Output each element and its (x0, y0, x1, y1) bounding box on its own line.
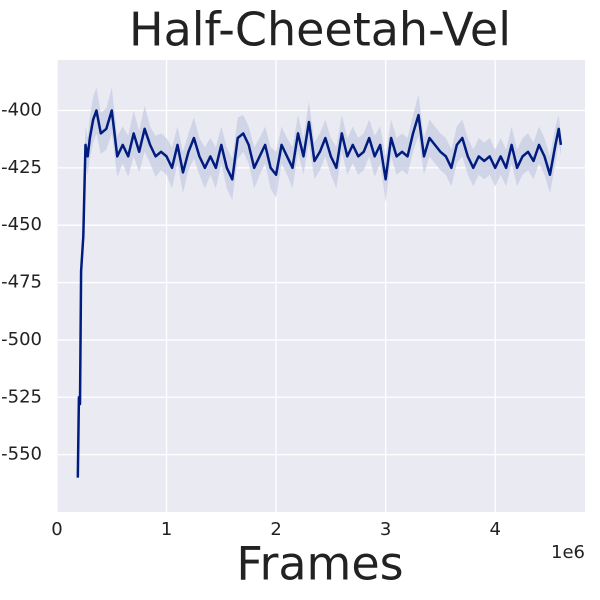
x-tick-label: 0 (51, 519, 62, 540)
x-axis-label: Frames (236, 537, 403, 591)
y-tick-label: -400 (1, 99, 42, 120)
x-tick-label: 4 (489, 519, 500, 540)
x-offset-label: 1e6 (551, 542, 585, 563)
y-tick-label: -450 (1, 214, 42, 235)
y-tick-label: -500 (1, 329, 42, 350)
y-tick-label: -475 (1, 272, 42, 293)
y-tick-label: -425 (1, 157, 42, 178)
line (76, 109, 563, 478)
confidence-band (77, 87, 561, 483)
x-tick-label: 3 (380, 519, 391, 540)
y-tick-label: -525 (1, 386, 42, 407)
x-tick-label: 2 (270, 519, 281, 540)
y-tick-label: -550 (1, 444, 42, 465)
x-tick-label: 1 (161, 519, 172, 540)
chart-title: Half-Cheetah-Vel (129, 3, 511, 57)
